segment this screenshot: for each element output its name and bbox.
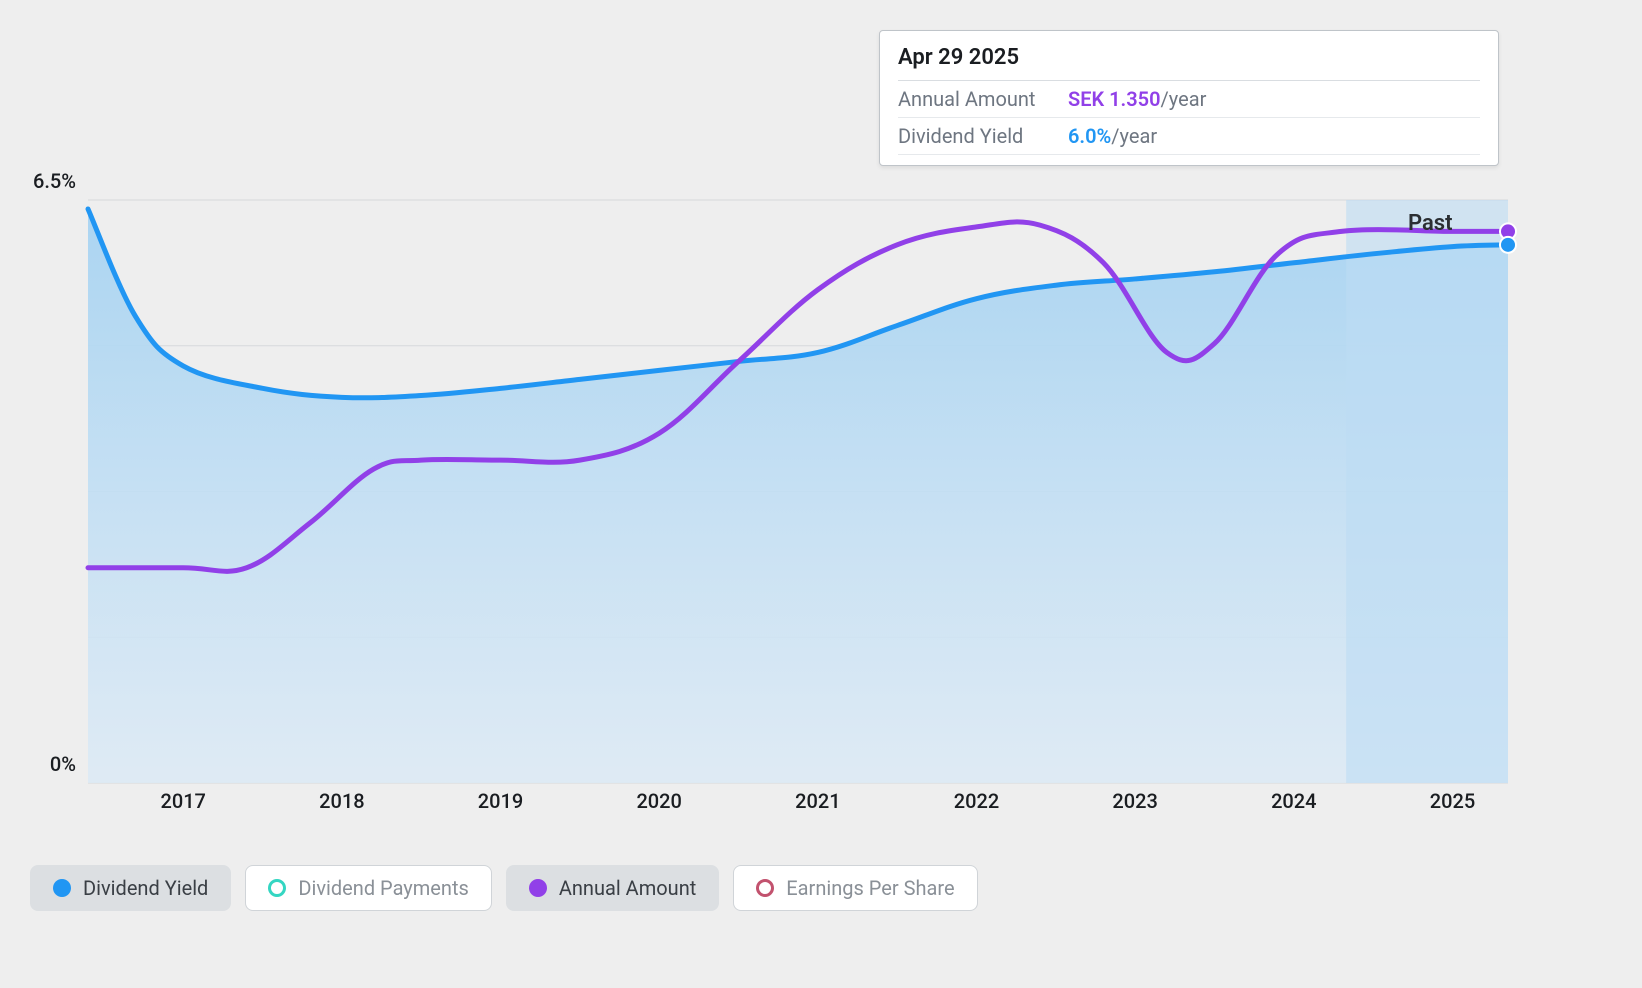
legend-marker-icon — [529, 879, 547, 897]
x-tick-label: 2025 — [1430, 789, 1475, 813]
legend-marker-icon — [53, 879, 71, 897]
legend-marker-icon — [756, 879, 774, 897]
legend-item-label: Dividend Payments — [298, 876, 468, 900]
legend-item[interactable]: Dividend Yield — [30, 865, 231, 911]
x-tick-label: 2021 — [795, 789, 840, 813]
x-tick-label: 2017 — [160, 789, 205, 813]
tooltip-row: Dividend Yield6.0%/year — [898, 118, 1480, 155]
tooltip-row: Annual AmountSEK 1.350/year — [898, 81, 1480, 118]
x-tick-label: 2018 — [319, 789, 364, 813]
tooltip-row-value: SEK 1.350/year — [1068, 87, 1206, 111]
y-tick-label: 6.5% — [33, 169, 76, 193]
y-tick-label: 0% — [50, 752, 76, 776]
x-tick-label: 2022 — [954, 789, 999, 813]
dividend-chart: Past 6.5% 0% 2017 2018 2019 2020 2021 2022 2023 20… — [0, 0, 1642, 988]
x-tick-label: 2020 — [636, 789, 681, 813]
legend-item-label: Annual Amount — [559, 876, 696, 900]
chart-tooltip: Apr 29 2025 Annual AmountSEK 1.350/yearD… — [879, 30, 1499, 166]
chart-legend: Dividend Yield Dividend Payments Annual Am… — [30, 865, 978, 911]
legend-item[interactable]: Earnings Per Share — [733, 865, 977, 911]
legend-item[interactable]: Dividend Payments — [245, 865, 491, 911]
tooltip-row-label: Dividend Yield — [898, 124, 1068, 148]
legend-item-label: Dividend Yield — [83, 876, 208, 900]
legend-item-label: Earnings Per Share — [786, 876, 954, 900]
past-label: Past — [1408, 211, 1453, 236]
tooltip-row-label: Annual Amount — [898, 87, 1068, 111]
legend-item[interactable]: Annual Amount — [506, 865, 719, 911]
tooltip-rows: Annual AmountSEK 1.350/yearDividend Yiel… — [898, 81, 1480, 155]
legend-marker-icon — [268, 879, 286, 897]
x-tick-label: 2024 — [1271, 789, 1316, 813]
tooltip-date: Apr 29 2025 — [898, 45, 1480, 81]
x-tick-label: 2023 — [1112, 789, 1157, 813]
x-tick-label: 2019 — [478, 789, 523, 813]
tooltip-row-value: 6.0%/year — [1068, 124, 1157, 148]
